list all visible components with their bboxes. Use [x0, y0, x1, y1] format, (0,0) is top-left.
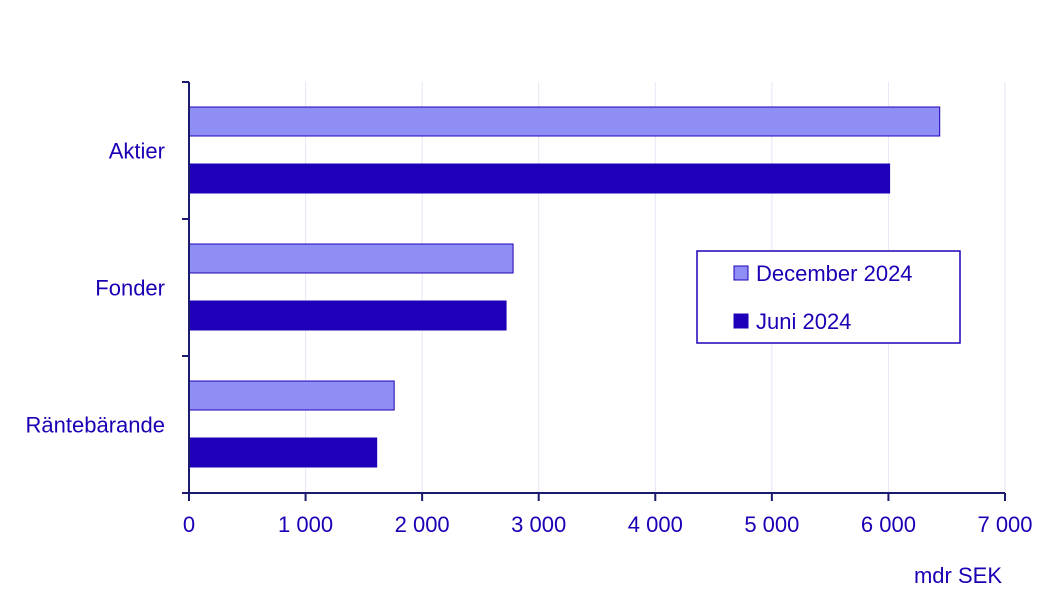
- category-label-räntebärande: Räntebärande: [26, 413, 165, 438]
- legend-label-juni-2024: Juni 2024: [756, 309, 851, 334]
- legend-swatch-juni-2024: [733, 313, 749, 329]
- x-tick-label-6: 6 000: [861, 512, 916, 537]
- x-tick-label-4: 4 000: [628, 512, 683, 537]
- bar-aktier-december-2024: [188, 106, 941, 137]
- x-tick-label-1: 1 000: [278, 512, 333, 537]
- x-tick-label-0: 0: [183, 512, 195, 537]
- legend-label-december-2024: December 2024: [756, 261, 913, 286]
- x-axis-ticks: 0 1 000 2 000 3 000 4 000 5 000 6 000 7 000: [183, 493, 1033, 537]
- x-tick-label-5: 5 000: [744, 512, 799, 537]
- x-axis-unit-label: mdr SEK: [914, 563, 1002, 588]
- bar-aktier-juni-2024: [188, 163, 891, 194]
- x-tick-label-3: 3 000: [511, 512, 566, 537]
- legend-swatch-december-2024: [733, 265, 749, 281]
- bar-fonder-december-2024: [188, 243, 514, 274]
- x-tick-label-2: 2 000: [395, 512, 450, 537]
- bars: [188, 106, 941, 468]
- x-tick-label-7: 7 000: [977, 512, 1032, 537]
- bar-fonder-juni-2024: [188, 300, 507, 331]
- bar-räntebärande-juni-2024: [188, 437, 378, 468]
- category-labels: Aktier Fonder Räntebärande: [26, 139, 165, 438]
- axes: [182, 81, 1005, 494]
- legend: December 2024 Juni 2024: [696, 250, 961, 344]
- bar-räntebärande-december-2024: [188, 380, 395, 411]
- category-label-aktier: Aktier: [109, 139, 165, 164]
- category-label-fonder: Fonder: [95, 276, 165, 301]
